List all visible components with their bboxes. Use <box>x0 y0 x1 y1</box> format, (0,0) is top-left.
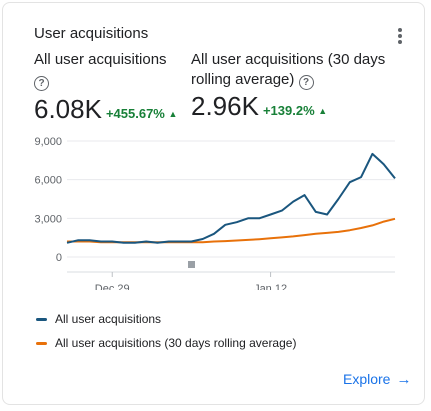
explore-link[interactable]: Explore → <box>343 371 412 388</box>
y-tick-label: 6,000 <box>34 175 62 187</box>
metric-change: +139.2% ▲ <box>262 103 328 118</box>
metric-rolling-average: All user acquisitions (30 days rolling a… <box>191 50 385 122</box>
arrow-up-icon: ▲ <box>168 109 178 119</box>
y-tick-label: 0 <box>56 252 62 264</box>
metric-label: All user acquisitions <box>34 51 167 68</box>
line-chart: 9,000 6,000 3,000 0 Dec 29 Jan 12 <box>34 136 396 290</box>
more-vert-icon[interactable] <box>394 28 406 46</box>
arrow-right-icon: → <box>396 371 412 388</box>
arrow-up-icon: ▲ <box>318 106 328 116</box>
x-tick-label: Jan 12 <box>254 283 287 290</box>
user-acquisitions-card: User acquisitions All user acquisitions … <box>2 2 425 405</box>
legend-item-series2[interactable]: All user acquisitions (30 days rolling a… <box>36 336 296 350</box>
metric-label: All user acquisitions (30 days <box>191 51 386 68</box>
metric-value: 2.96K <box>191 91 259 121</box>
y-tick-label: 3,000 <box>34 213 62 225</box>
x-tick-label: Dec 29 <box>95 283 130 290</box>
help-icon[interactable]: ? <box>298 75 314 90</box>
metric-all-user-acquisitions: All user acquisitions ? 6.08K +455.67% ▲ <box>34 50 177 125</box>
metric-change: +455.67% ▲ <box>105 106 178 121</box>
help-icon[interactable]: ? <box>34 76 49 91</box>
card-title: User acquisitions <box>34 25 149 42</box>
y-tick-label: 9,000 <box>34 136 62 148</box>
annotation-marker <box>188 261 195 268</box>
legend-item-series1[interactable]: All user acquisitions <box>36 312 161 326</box>
legend-label: All user acquisitions <box>55 312 162 326</box>
legend-label: All user acquisitions (30 days rolling a… <box>55 336 297 350</box>
metric-value: 6.08K <box>34 94 102 124</box>
series-line-1 <box>66 152 396 244</box>
legend-swatch <box>36 318 47 322</box>
metric-label-line2: rolling average) <box>191 71 295 88</box>
legend-swatch <box>36 342 47 346</box>
series-line-2 <box>67 217 396 244</box>
